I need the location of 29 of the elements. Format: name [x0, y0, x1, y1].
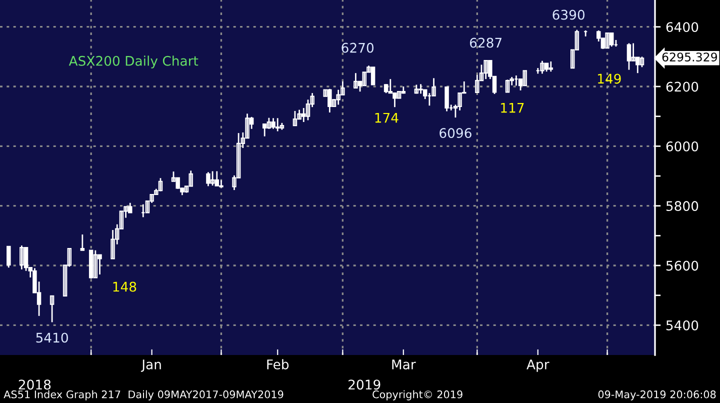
y-tick-label: 5600: [666, 260, 698, 271]
x-tick-label: Mar: [392, 360, 416, 370]
annotation: 6096: [440, 128, 472, 138]
y-tick-label: 6200: [666, 82, 698, 92]
candlestick: [605, 32, 610, 49]
y-tick-label: 5400: [666, 320, 698, 330]
annotation: 148: [113, 282, 136, 292]
y-tick-label: 6000: [666, 141, 698, 152]
x2-tick-label: 2019: [348, 380, 380, 390]
y-tick-label: 6400: [666, 22, 698, 32]
annotation: 6287: [470, 38, 502, 48]
annotation: 6390: [552, 10, 584, 20]
text: 09-May-2019 20:06:08: [598, 390, 716, 400]
x-tick-label: Apr: [526, 360, 550, 372]
annotation: 6295.329: [662, 52, 718, 62]
x2-tick-label: 2018: [18, 380, 51, 390]
text: AS51 Index Graph 217 Daily 09MAY2017-09MAY2019: [4, 390, 284, 400]
annotation: 174: [375, 112, 398, 123]
candlestick: [522, 70, 527, 86]
annotation: 149: [598, 74, 621, 84]
annotation: 117: [501, 103, 524, 113]
candlestick: [370, 66, 376, 86]
annotation: 6270: [342, 42, 374, 53]
annotation: 5410: [36, 332, 68, 343]
x-tick-label: Jan: [140, 360, 161, 372]
y-tick-label: 5800: [666, 201, 698, 212]
x-tick-label: Feb: [267, 359, 289, 370]
text: ASX200 Daily Chart: [68, 56, 198, 68]
text: Copyright© 2019: [372, 390, 462, 400]
